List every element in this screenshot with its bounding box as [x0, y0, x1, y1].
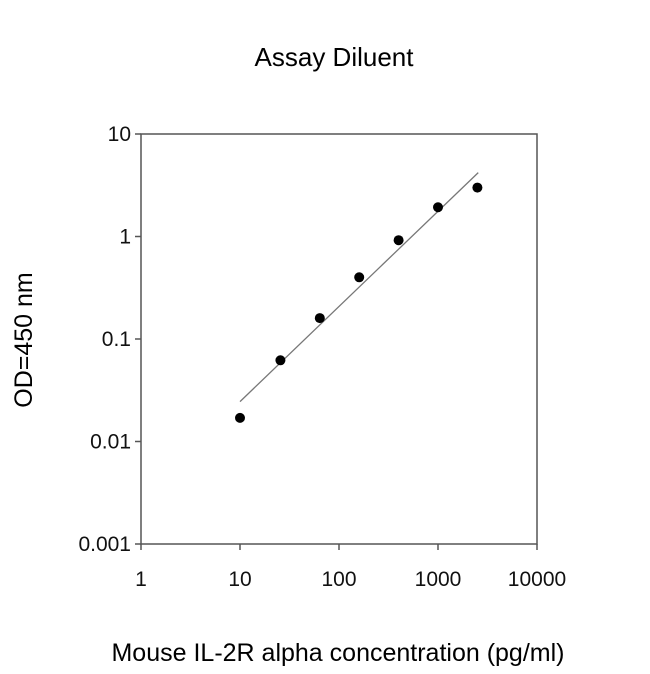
x-axis-label: Mouse IL-2R alpha concentration (pg/ml)	[111, 639, 564, 667]
x-tick-label: 100	[321, 568, 356, 591]
chart-title: Assay Diluent	[255, 42, 415, 72]
y-tick-label: 0.001	[78, 533, 131, 556]
data-point	[314, 313, 325, 324]
y-axis: 10 1 0.1 0.01 0.001	[78, 123, 141, 556]
plot-border	[140, 133, 538, 545]
data-point	[275, 355, 286, 366]
x-axis: 1 10 100 1000 10000	[135, 544, 566, 591]
plot-frame	[140, 133, 538, 545]
x-tick-label: 1	[135, 568, 147, 591]
data-point	[354, 272, 365, 283]
y-tick-label: 0.01	[90, 431, 131, 454]
y-tick-label: 0.1	[102, 328, 131, 351]
data-point	[235, 412, 245, 423]
data-points	[235, 182, 483, 423]
y-tick-label: 1	[119, 226, 131, 249]
x-tick-label: 10000	[508, 568, 566, 591]
x-tick-label: 1000	[415, 568, 462, 591]
y-tick-label: 10	[108, 123, 131, 146]
x-tick-label: 10	[228, 568, 251, 591]
data-point	[472, 182, 483, 193]
y-axis-label: OD=450 nm	[10, 272, 38, 408]
data-point	[433, 202, 443, 213]
data-point	[393, 235, 404, 246]
